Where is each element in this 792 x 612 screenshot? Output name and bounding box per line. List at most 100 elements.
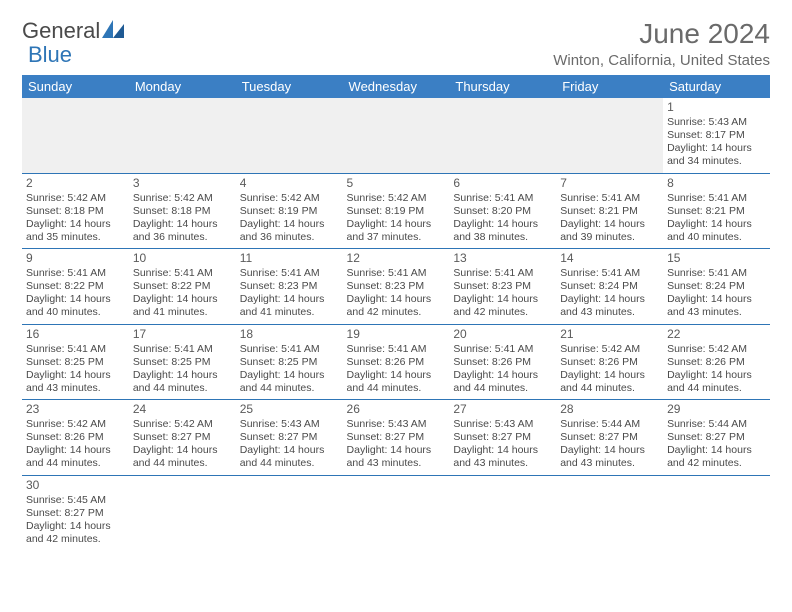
- calendar-cell: 24Sunrise: 5:42 AMSunset: 8:27 PMDayligh…: [129, 400, 236, 476]
- calendar-cell: 30Sunrise: 5:45 AMSunset: 8:27 PMDayligh…: [22, 475, 129, 550]
- day-number: 23: [26, 402, 125, 417]
- calendar-cell: 15Sunrise: 5:41 AMSunset: 8:24 PMDayligh…: [663, 249, 770, 325]
- sunset-line: Sunset: 8:27 PM: [667, 431, 766, 444]
- calendar-cell: [236, 98, 343, 173]
- month-title: June 2024: [553, 18, 770, 50]
- daylight-line: Daylight: 14 hoursand 43 minutes.: [347, 444, 446, 470]
- sunrise-line: Sunrise: 5:43 AM: [240, 418, 339, 431]
- sunrise-line: Sunrise: 5:42 AM: [667, 343, 766, 356]
- calendar-table: SundayMondayTuesdayWednesdayThursdayFrid…: [22, 75, 770, 550]
- day-number: 19: [347, 327, 446, 342]
- day-number: 28: [560, 402, 659, 417]
- sunset-line: Sunset: 8:22 PM: [26, 280, 125, 293]
- calendar-cell: [449, 475, 556, 550]
- calendar-cell: [343, 475, 450, 550]
- sunrise-line: Sunrise: 5:42 AM: [26, 192, 125, 205]
- daylight-line: Daylight: 14 hoursand 42 minutes.: [453, 293, 552, 319]
- sunset-line: Sunset: 8:18 PM: [133, 205, 232, 218]
- sunset-line: Sunset: 8:23 PM: [240, 280, 339, 293]
- logo-mark-icon: [102, 18, 124, 44]
- sunrise-line: Sunrise: 5:43 AM: [453, 418, 552, 431]
- day-number: 24: [133, 402, 232, 417]
- daylight-line: Daylight: 14 hoursand 43 minutes.: [26, 369, 125, 395]
- weekday-header: Saturday: [663, 75, 770, 98]
- sunrise-line: Sunrise: 5:41 AM: [26, 267, 125, 280]
- sunrise-line: Sunrise: 5:41 AM: [560, 192, 659, 205]
- weekday-header: Thursday: [449, 75, 556, 98]
- calendar-cell: [663, 475, 770, 550]
- calendar-cell: 16Sunrise: 5:41 AMSunset: 8:25 PMDayligh…: [22, 324, 129, 400]
- daylight-line: Daylight: 14 hoursand 36 minutes.: [133, 218, 232, 244]
- page-header: General June 2024 Winton, California, Un…: [22, 18, 770, 69]
- sunset-line: Sunset: 8:27 PM: [133, 431, 232, 444]
- daylight-line: Daylight: 14 hoursand 40 minutes.: [667, 218, 766, 244]
- day-number: 29: [667, 402, 766, 417]
- calendar-cell: [556, 475, 663, 550]
- calendar-cell: 14Sunrise: 5:41 AMSunset: 8:24 PMDayligh…: [556, 249, 663, 325]
- calendar-body: 1Sunrise: 5:43 AMSunset: 8:17 PMDaylight…: [22, 98, 770, 550]
- day-number: 12: [347, 251, 446, 266]
- calendar-cell: 3Sunrise: 5:42 AMSunset: 8:18 PMDaylight…: [129, 173, 236, 249]
- daylight-line: Daylight: 14 hoursand 42 minutes.: [26, 520, 125, 546]
- calendar-cell: 12Sunrise: 5:41 AMSunset: 8:23 PMDayligh…: [343, 249, 450, 325]
- calendar-cell: 28Sunrise: 5:44 AMSunset: 8:27 PMDayligh…: [556, 400, 663, 476]
- sunset-line: Sunset: 8:21 PM: [560, 205, 659, 218]
- calendar-cell: 26Sunrise: 5:43 AMSunset: 8:27 PMDayligh…: [343, 400, 450, 476]
- daylight-line: Daylight: 14 hoursand 44 minutes.: [240, 369, 339, 395]
- daylight-line: Daylight: 14 hoursand 42 minutes.: [667, 444, 766, 470]
- daylight-line: Daylight: 14 hoursand 44 minutes.: [560, 369, 659, 395]
- weekday-header: Sunday: [22, 75, 129, 98]
- calendar-cell: 17Sunrise: 5:41 AMSunset: 8:25 PMDayligh…: [129, 324, 236, 400]
- location-text: Winton, California, United States: [553, 52, 770, 69]
- sunrise-line: Sunrise: 5:41 AM: [240, 267, 339, 280]
- calendar-cell: 11Sunrise: 5:41 AMSunset: 8:23 PMDayligh…: [236, 249, 343, 325]
- day-number: 13: [453, 251, 552, 266]
- sunrise-line: Sunrise: 5:41 AM: [26, 343, 125, 356]
- daylight-line: Daylight: 14 hoursand 41 minutes.: [240, 293, 339, 319]
- calendar-cell: 8Sunrise: 5:41 AMSunset: 8:21 PMDaylight…: [663, 173, 770, 249]
- sunset-line: Sunset: 8:27 PM: [453, 431, 552, 444]
- daylight-line: Daylight: 14 hoursand 44 minutes.: [26, 444, 125, 470]
- sunset-line: Sunset: 8:18 PM: [26, 205, 125, 218]
- calendar-cell: 5Sunrise: 5:42 AMSunset: 8:19 PMDaylight…: [343, 173, 450, 249]
- weekday-header: Tuesday: [236, 75, 343, 98]
- sunset-line: Sunset: 8:19 PM: [347, 205, 446, 218]
- daylight-line: Daylight: 14 hoursand 42 minutes.: [347, 293, 446, 319]
- sunset-line: Sunset: 8:19 PM: [240, 205, 339, 218]
- calendar-cell: [129, 98, 236, 173]
- calendar-cell: 6Sunrise: 5:41 AMSunset: 8:20 PMDaylight…: [449, 173, 556, 249]
- sunset-line: Sunset: 8:25 PM: [133, 356, 232, 369]
- calendar-cell: 21Sunrise: 5:42 AMSunset: 8:26 PMDayligh…: [556, 324, 663, 400]
- daylight-line: Daylight: 14 hoursand 40 minutes.: [26, 293, 125, 319]
- sunset-line: Sunset: 8:23 PM: [453, 280, 552, 293]
- day-number: 22: [667, 327, 766, 342]
- sunrise-line: Sunrise: 5:41 AM: [347, 267, 446, 280]
- title-block: June 2024 Winton, California, United Sta…: [553, 18, 770, 69]
- calendar-cell: 18Sunrise: 5:41 AMSunset: 8:25 PMDayligh…: [236, 324, 343, 400]
- sunrise-line: Sunrise: 5:41 AM: [133, 267, 232, 280]
- calendar-cell: 25Sunrise: 5:43 AMSunset: 8:27 PMDayligh…: [236, 400, 343, 476]
- sunrise-line: Sunrise: 5:41 AM: [453, 343, 552, 356]
- sunrise-line: Sunrise: 5:42 AM: [133, 192, 232, 205]
- calendar-cell: 7Sunrise: 5:41 AMSunset: 8:21 PMDaylight…: [556, 173, 663, 249]
- day-number: 14: [560, 251, 659, 266]
- day-number: 18: [240, 327, 339, 342]
- sunset-line: Sunset: 8:27 PM: [240, 431, 339, 444]
- calendar-cell: 22Sunrise: 5:42 AMSunset: 8:26 PMDayligh…: [663, 324, 770, 400]
- sunrise-line: Sunrise: 5:41 AM: [453, 267, 552, 280]
- weekday-header: Wednesday: [343, 75, 450, 98]
- sunrise-line: Sunrise: 5:41 AM: [240, 343, 339, 356]
- daylight-line: Daylight: 14 hoursand 43 minutes.: [560, 293, 659, 319]
- calendar-cell: 10Sunrise: 5:41 AMSunset: 8:22 PMDayligh…: [129, 249, 236, 325]
- sunset-line: Sunset: 8:24 PM: [560, 280, 659, 293]
- day-number: 5: [347, 176, 446, 191]
- daylight-line: Daylight: 14 hoursand 44 minutes.: [347, 369, 446, 395]
- sunrise-line: Sunrise: 5:43 AM: [667, 116, 766, 129]
- sunrise-line: Sunrise: 5:42 AM: [560, 343, 659, 356]
- day-number: 11: [240, 251, 339, 266]
- day-number: 8: [667, 176, 766, 191]
- sunset-line: Sunset: 8:26 PM: [667, 356, 766, 369]
- sunset-line: Sunset: 8:25 PM: [240, 356, 339, 369]
- calendar-cell: [22, 98, 129, 173]
- weekday-header: Monday: [129, 75, 236, 98]
